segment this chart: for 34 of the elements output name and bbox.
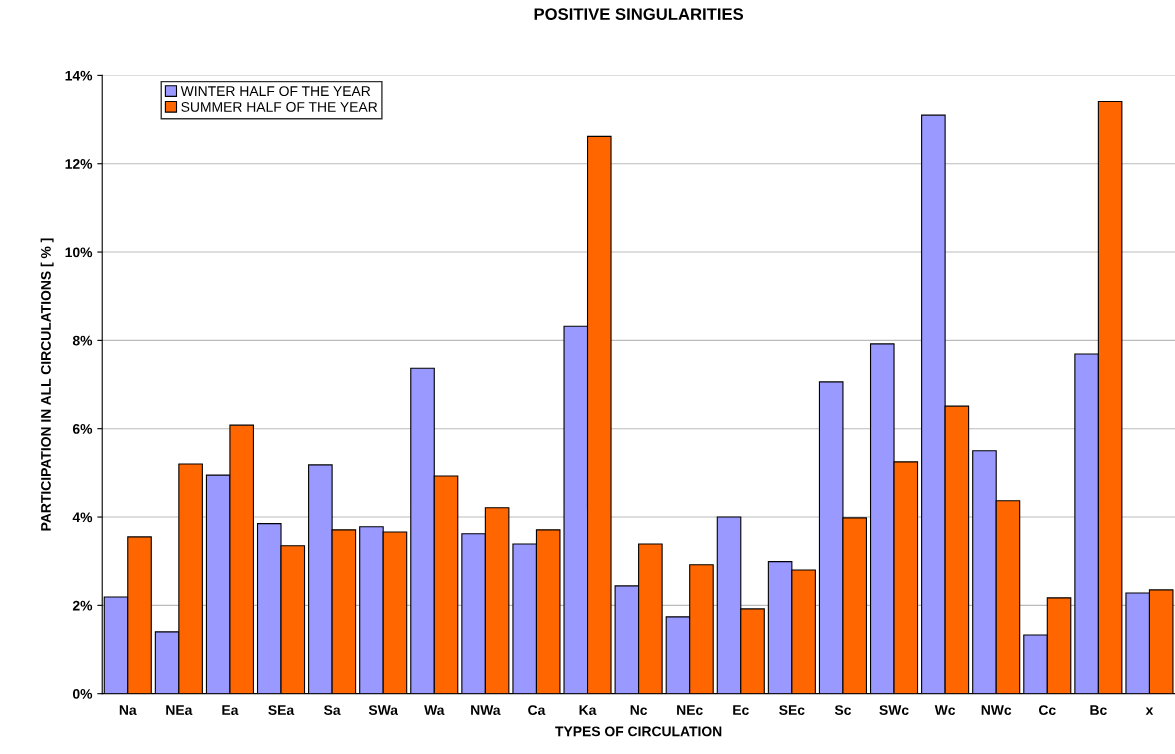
y-tick-label: 0% bbox=[72, 689, 93, 699]
x-tick-label: NEa bbox=[166, 705, 193, 715]
x-tick-label: Sa bbox=[324, 705, 341, 715]
y-tick-label: 6% bbox=[72, 424, 93, 434]
y-tick-label: 4% bbox=[72, 512, 93, 523]
x-tick-label: Bc bbox=[1090, 705, 1107, 715]
x-tick-label: Na bbox=[119, 705, 137, 715]
legend-label: WINTER HALF OF THE YEAR bbox=[180, 86, 371, 97]
x-axis-title: TYPES OF CIRCULATION bbox=[555, 726, 722, 737]
x-tick-label: Nc bbox=[630, 705, 648, 715]
legend-label: SUMMER HALF OF THE YEAR bbox=[181, 101, 378, 112]
y-tick-label: 10% bbox=[65, 247, 93, 258]
x-tick-label: NEc bbox=[677, 705, 703, 715]
x-tick-label: SWc bbox=[879, 705, 909, 715]
x-tick-label: Cc bbox=[1038, 705, 1056, 715]
x-tick-label: Sc bbox=[834, 705, 852, 715]
x-tick-label: Ec bbox=[733, 705, 749, 715]
y-tick-label: 14% bbox=[65, 70, 93, 81]
y-tick-label: 8% bbox=[72, 335, 93, 346]
x-tick-label: SEa bbox=[268, 705, 295, 715]
x-tick-label: Wc bbox=[934, 705, 956, 715]
x-tick-label: Wa bbox=[424, 705, 445, 715]
y-axis-title: PARTICIPATION IN ALL CIRCULATIONS [ % ] bbox=[40, 238, 54, 531]
x-tick-label: NWc bbox=[981, 705, 1012, 715]
chart-title: POSITIVE SINGULARITIES bbox=[534, 8, 744, 21]
x-tick-label: Ca bbox=[528, 705, 546, 715]
x-tick-label: SWa bbox=[368, 705, 399, 715]
x-tick-label: NWa bbox=[471, 705, 501, 715]
x-tick-label: Ea bbox=[222, 705, 239, 715]
y-tick-label: 12% bbox=[65, 159, 93, 169]
x-tick-label: x bbox=[1145, 707, 1154, 715]
x-tick-label: SEc bbox=[779, 705, 805, 715]
x-tick-label: Ka bbox=[579, 705, 597, 715]
y-tick-label: 2% bbox=[72, 600, 93, 611]
